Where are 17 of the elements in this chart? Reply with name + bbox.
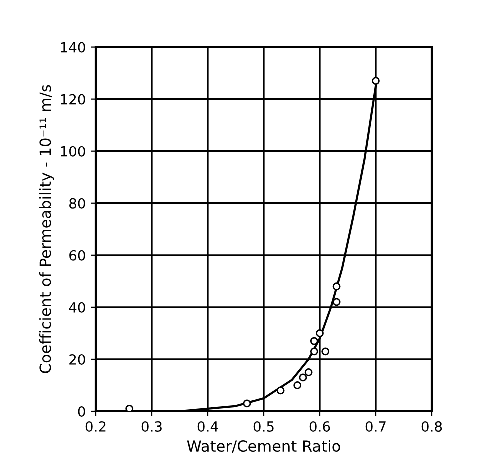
y-tick-label: 100	[61, 146, 86, 157]
x-axis-title: Water/Cement Ratio	[187, 440, 340, 454]
y-tick-label: 120	[61, 94, 86, 105]
y-tick-label: 80	[70, 198, 86, 209]
y-tick-label: 40	[69, 302, 86, 313]
y-tick-label: 0	[78, 406, 86, 417]
y-axis-title: Coefficient of Permeability - 10⁻¹¹ m/s	[39, 85, 54, 374]
y-tick-label: 140	[61, 42, 86, 53]
x-tick-label: 0.3	[142, 421, 162, 432]
x-tick-label: 0.6	[310, 421, 330, 432]
y-tick-label: 60	[70, 250, 86, 261]
y-tick-label: 20	[70, 354, 86, 365]
x-tick-label: 0.5	[254, 421, 274, 432]
x-tick-label: 0.7	[366, 421, 386, 432]
x-tick-label: 0.2	[86, 421, 106, 432]
x-tick-label: 0.4	[198, 421, 218, 432]
x-tick-label: 0.8	[422, 421, 442, 432]
